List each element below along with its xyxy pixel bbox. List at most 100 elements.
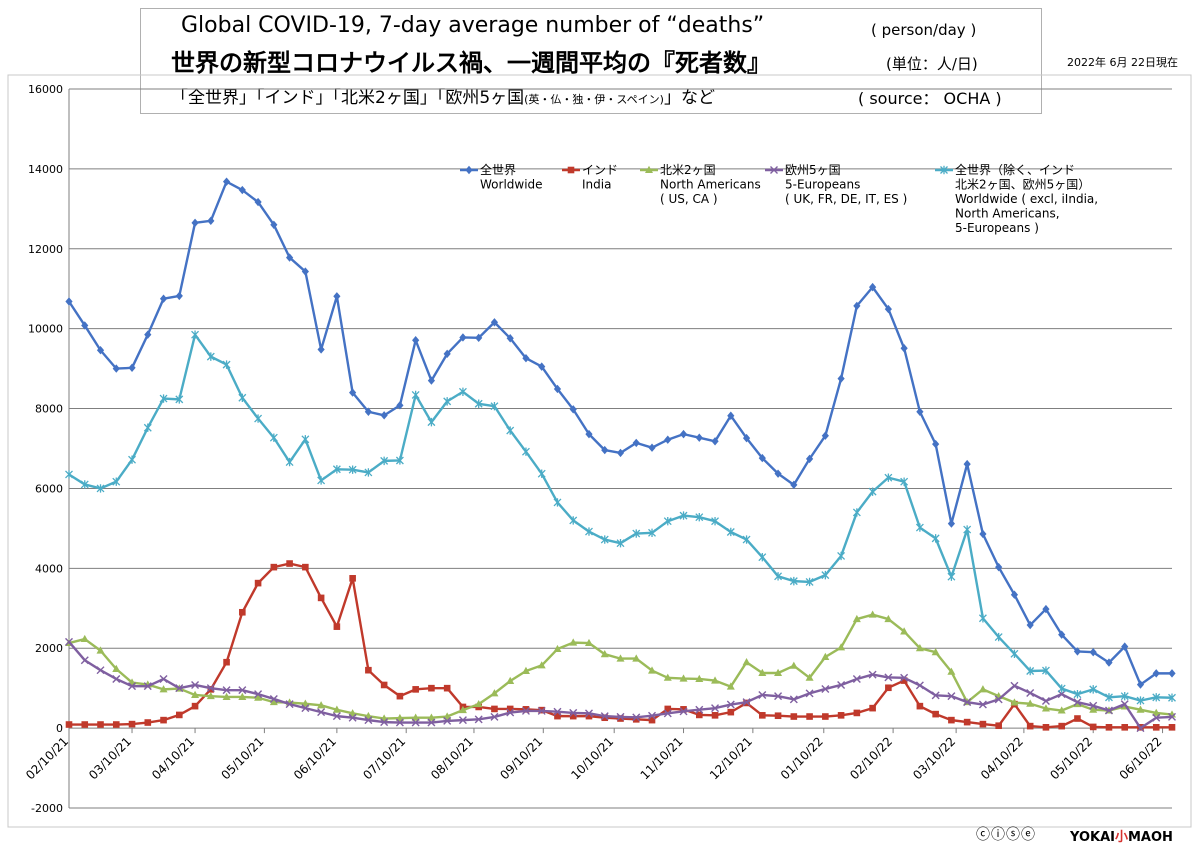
- data-point: [175, 684, 184, 693]
- y-tick-label: 12000: [28, 243, 63, 256]
- data-point: [143, 423, 152, 432]
- cc-license-icon: ⓒⓘⓢⓔ: [976, 827, 1036, 843]
- data-point: [679, 511, 688, 520]
- data-point: [553, 644, 562, 653]
- data-point: [333, 623, 341, 630]
- y-axis: -2000 0 2000 4000 6000 8000 10000 12000 14000 160…: [28, 83, 70, 815]
- data-point: [301, 704, 310, 713]
- data-point: [963, 698, 972, 707]
- data-point: [522, 706, 530, 713]
- data-point: [821, 652, 830, 661]
- data-point: [269, 433, 278, 442]
- data-point: [569, 708, 578, 717]
- data-point: [490, 318, 499, 327]
- y-tick-label: 8000: [35, 403, 63, 416]
- data-point: [805, 454, 814, 464]
- title-japanese: 世界の新型コロナウイルス禍、一週間平均の『死者数』: [171, 49, 771, 77]
- data-point: [1026, 699, 1035, 707]
- y-tick-label: 6000: [35, 482, 63, 495]
- data-point: [254, 693, 263, 701]
- data-point: [648, 528, 656, 537]
- data-point: [852, 674, 861, 683]
- data-point: [900, 344, 908, 353]
- data-point: [774, 572, 783, 581]
- data-point: [96, 346, 105, 355]
- data-point: [521, 666, 530, 674]
- data-point: [978, 685, 987, 693]
- data-point: [584, 709, 593, 718]
- legend-label: 北米2ヶ国: [660, 163, 716, 177]
- data-point: [963, 718, 971, 726]
- data-point: [206, 352, 215, 361]
- data-point: [254, 197, 262, 207]
- data-point: [711, 676, 720, 684]
- data-point: [1026, 666, 1035, 676]
- y-tick-label: 2000: [35, 642, 63, 655]
- data-point: [191, 330, 200, 339]
- data-point: [601, 714, 609, 722]
- data-point: [553, 707, 562, 716]
- data-point: [254, 579, 262, 587]
- data-point: [112, 674, 121, 683]
- data-point: [396, 401, 404, 410]
- data-point: [726, 700, 735, 709]
- data-point: [915, 681, 924, 690]
- data-point: [979, 720, 987, 728]
- data-point: [1073, 699, 1082, 708]
- x-tick-label: 05/10/21: [218, 734, 266, 782]
- y-tick-label: 16000: [28, 83, 63, 96]
- data-point: [332, 705, 341, 713]
- data-point: [648, 443, 656, 452]
- data-point: [868, 487, 877, 496]
- data-point: [585, 527, 593, 536]
- data-point: [837, 712, 845, 719]
- data-point: [238, 185, 246, 195]
- data-point: [128, 455, 136, 464]
- data-point: [1010, 681, 1019, 690]
- data-point: [365, 666, 372, 674]
- title-box: Global COVID-19, 7-day average number of…: [140, 8, 1042, 114]
- data-point: [931, 691, 940, 700]
- data-point: [191, 218, 199, 228]
- data-point: [1010, 649, 1019, 659]
- data-point: [443, 712, 452, 720]
- data-point: [790, 713, 798, 720]
- data-point: [427, 713, 436, 721]
- data-point: [458, 387, 467, 396]
- data-point: [663, 709, 672, 718]
- data-point: [821, 684, 830, 693]
- data-point: [884, 473, 893, 482]
- data-point: [664, 705, 672, 713]
- data-point: [616, 448, 625, 458]
- data-point: [443, 716, 452, 725]
- data-point: [270, 563, 278, 571]
- data-point: [1057, 684, 1066, 693]
- data-point: [80, 480, 89, 489]
- data-point: [853, 301, 861, 311]
- data-point: [427, 376, 436, 385]
- data-point: [380, 681, 388, 689]
- data-point: [852, 508, 861, 517]
- data-point: [806, 713, 813, 720]
- data-point: [900, 627, 909, 635]
- title-japanese-unit: (単位：人/日): [886, 55, 978, 73]
- data-point: [916, 407, 924, 416]
- data-point: [789, 576, 798, 586]
- data-point: [128, 363, 136, 373]
- data-point: [176, 711, 183, 719]
- data-point: [1136, 680, 1145, 689]
- data-point: [1010, 698, 1019, 706]
- title-english: Global COVID-19, 7-day average number of…: [181, 13, 765, 38]
- data-point: [1057, 706, 1066, 714]
- data-point: [332, 712, 341, 721]
- data-point: [585, 712, 593, 720]
- data-point: [553, 384, 562, 394]
- data-point: [81, 721, 89, 728]
- data-point: [947, 692, 956, 701]
- data-point: [238, 393, 247, 402]
